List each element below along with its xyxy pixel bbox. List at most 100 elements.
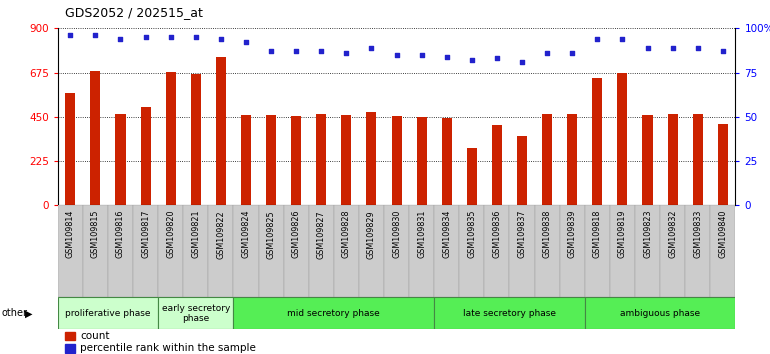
Point <box>340 50 353 56</box>
Text: GSM109829: GSM109829 <box>367 210 376 258</box>
Point <box>691 45 704 51</box>
Text: GSM109838: GSM109838 <box>543 210 551 258</box>
Bar <box>58 205 83 297</box>
Point <box>541 50 554 56</box>
Bar <box>660 205 685 297</box>
Text: ▶: ▶ <box>25 308 33 318</box>
Bar <box>65 93 75 205</box>
Text: GSM109821: GSM109821 <box>191 210 200 258</box>
Bar <box>459 205 484 297</box>
Bar <box>668 114 678 205</box>
Bar <box>434 205 459 297</box>
Point <box>616 36 628 42</box>
Point <box>290 48 303 54</box>
Bar <box>592 78 602 205</box>
Bar <box>567 114 578 205</box>
Bar <box>560 205 584 297</box>
Point <box>466 57 478 63</box>
Text: GSM109823: GSM109823 <box>643 210 652 258</box>
Text: GSM109833: GSM109833 <box>693 210 702 258</box>
Text: GSM109832: GSM109832 <box>668 210 677 258</box>
Text: GSM109828: GSM109828 <box>342 210 351 258</box>
Point <box>239 40 252 45</box>
Text: mid secretory phase: mid secretory phase <box>287 309 380 318</box>
Point <box>365 45 377 51</box>
Bar <box>341 115 351 205</box>
Text: GSM109835: GSM109835 <box>467 210 477 258</box>
Bar <box>291 116 301 205</box>
Point <box>64 33 76 38</box>
FancyBboxPatch shape <box>434 297 584 329</box>
Bar <box>283 205 309 297</box>
Bar <box>209 205 233 297</box>
Text: percentile rank within the sample: percentile rank within the sample <box>80 343 256 353</box>
Bar <box>334 205 359 297</box>
Text: GSM109819: GSM109819 <box>618 210 627 258</box>
Text: ambiguous phase: ambiguous phase <box>620 309 700 318</box>
Text: GSM109822: GSM109822 <box>216 210 226 258</box>
Bar <box>534 205 560 297</box>
Bar <box>259 205 283 297</box>
Bar <box>359 205 384 297</box>
Point <box>416 52 428 58</box>
Point <box>315 48 327 54</box>
Bar <box>618 73 628 205</box>
Bar <box>83 205 108 297</box>
Bar <box>492 125 502 205</box>
Bar <box>158 205 183 297</box>
Bar <box>542 114 552 205</box>
Point <box>215 36 227 42</box>
Bar <box>65 344 75 353</box>
Point <box>717 48 729 54</box>
Text: late secretory phase: late secretory phase <box>463 309 556 318</box>
Text: GSM109815: GSM109815 <box>91 210 100 258</box>
Point <box>390 52 403 58</box>
Bar <box>710 205 735 297</box>
Bar <box>266 115 276 205</box>
Bar <box>241 115 251 205</box>
Text: proliferative phase: proliferative phase <box>65 309 151 318</box>
Text: GSM109825: GSM109825 <box>266 210 276 258</box>
Bar <box>191 74 201 205</box>
Text: GSM109839: GSM109839 <box>567 210 577 258</box>
Bar <box>484 205 510 297</box>
FancyBboxPatch shape <box>584 297 735 329</box>
Point <box>165 34 177 40</box>
Point <box>265 48 277 54</box>
Text: GDS2052 / 202515_at: GDS2052 / 202515_at <box>65 6 203 19</box>
Point <box>89 33 102 38</box>
FancyBboxPatch shape <box>233 297 434 329</box>
Bar <box>90 70 100 205</box>
Bar <box>718 124 728 205</box>
Bar <box>108 205 133 297</box>
Text: GSM109830: GSM109830 <box>392 210 401 258</box>
Bar <box>467 148 477 205</box>
Text: GSM109824: GSM109824 <box>242 210 250 258</box>
Text: GSM109820: GSM109820 <box>166 210 176 258</box>
Text: GSM109817: GSM109817 <box>141 210 150 258</box>
Bar <box>65 332 75 341</box>
Bar <box>584 205 610 297</box>
Bar <box>309 205 334 297</box>
Text: GSM109834: GSM109834 <box>442 210 451 258</box>
Point <box>667 45 679 51</box>
Bar <box>384 205 409 297</box>
Bar <box>409 205 434 297</box>
Text: other: other <box>2 308 28 318</box>
Bar <box>693 114 703 205</box>
Point <box>591 36 604 42</box>
Bar <box>642 115 652 205</box>
Point <box>516 59 528 65</box>
Point <box>566 50 578 56</box>
Bar <box>517 136 527 205</box>
Bar <box>367 112 377 205</box>
FancyBboxPatch shape <box>58 297 158 329</box>
Text: GSM109837: GSM109837 <box>517 210 527 258</box>
Text: early secretory
phase: early secretory phase <box>162 304 230 323</box>
Bar <box>183 205 209 297</box>
Bar <box>685 205 710 297</box>
Point <box>641 45 654 51</box>
Text: GSM109818: GSM109818 <box>593 210 602 258</box>
Bar <box>141 107 151 205</box>
Point <box>440 54 453 59</box>
